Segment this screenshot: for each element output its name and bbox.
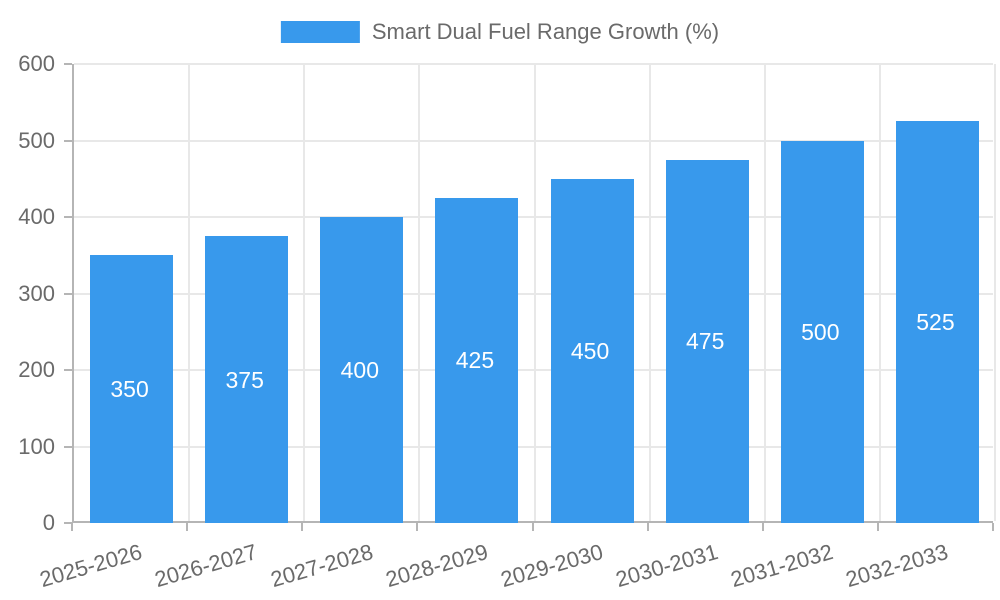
bar: [895, 121, 979, 523]
bar-value-label: 500: [801, 318, 840, 345]
x-tick: [416, 523, 419, 531]
y-tick: [64, 445, 72, 448]
y-tick-label: 600: [18, 51, 55, 76]
bar: [550, 178, 634, 523]
y-tick: [64, 216, 72, 218]
x-tick: [876, 523, 879, 531]
bar: [320, 217, 404, 523]
y-tick: [64, 522, 72, 524]
y-tick: [64, 139, 72, 142]
bar: [90, 255, 174, 523]
bar: [435, 197, 519, 523]
x-gridline: [994, 64, 996, 521]
x-gridline: [878, 64, 881, 521]
bar-value-label: 525: [916, 309, 955, 336]
x-gridline: [648, 64, 651, 521]
y-tick: [64, 292, 72, 295]
x-tick-label: 2030-2031: [612, 539, 721, 593]
x-tick-label: 2025-2026: [37, 539, 146, 593]
y-tick: [64, 369, 72, 371]
x-tick-label: 2032-2033: [843, 539, 952, 593]
x-tick-label: 2028-2029: [382, 539, 491, 593]
x-tick-label: 2026-2027: [152, 539, 261, 593]
bar: [780, 140, 864, 523]
x-tick-label: 2029-2030: [497, 539, 606, 593]
bar-value-label: 375: [225, 366, 264, 393]
x-gridline: [418, 64, 421, 521]
y-tick-label: 500: [18, 127, 55, 153]
bar-value-label: 425: [455, 347, 495, 374]
bar-value-label: 450: [570, 337, 610, 364]
x-tick-label: 2031-2032: [727, 539, 836, 593]
y-tick-label: 400: [18, 204, 55, 229]
x-tick: [531, 523, 534, 531]
legend-label: Smart Dual Fuel Range Growth (%): [371, 19, 720, 44]
x-gridline: [533, 64, 536, 521]
bar: [205, 236, 289, 523]
bar-value-label: 475: [686, 328, 725, 355]
chart-legend[interactable]: Smart Dual Fuel Range Growth (%): [280, 19, 720, 45]
x-tick-label: 2027-2028: [267, 539, 376, 593]
x-tick: [71, 523, 73, 531]
x-gridline: [763, 64, 766, 521]
x-gridline: [188, 64, 191, 521]
plot-area: [72, 63, 996, 523]
bar-value-label: 350: [110, 376, 149, 403]
y-tick-label: 0: [42, 510, 55, 535]
x-tick: [646, 523, 649, 531]
bar-value-label: 400: [340, 357, 379, 383]
y-tick: [64, 63, 72, 65]
x-tick: [186, 523, 189, 531]
y-tick-label: 100: [18, 433, 55, 459]
x-tick: [301, 523, 304, 531]
x-gridline: [303, 64, 306, 521]
x-tick: [992, 523, 994, 531]
legend-swatch: [280, 21, 360, 43]
bar: [665, 159, 749, 523]
x-tick: [761, 523, 764, 531]
y-tick-label: 300: [18, 280, 55, 306]
y-tick-label: 200: [18, 357, 55, 382]
